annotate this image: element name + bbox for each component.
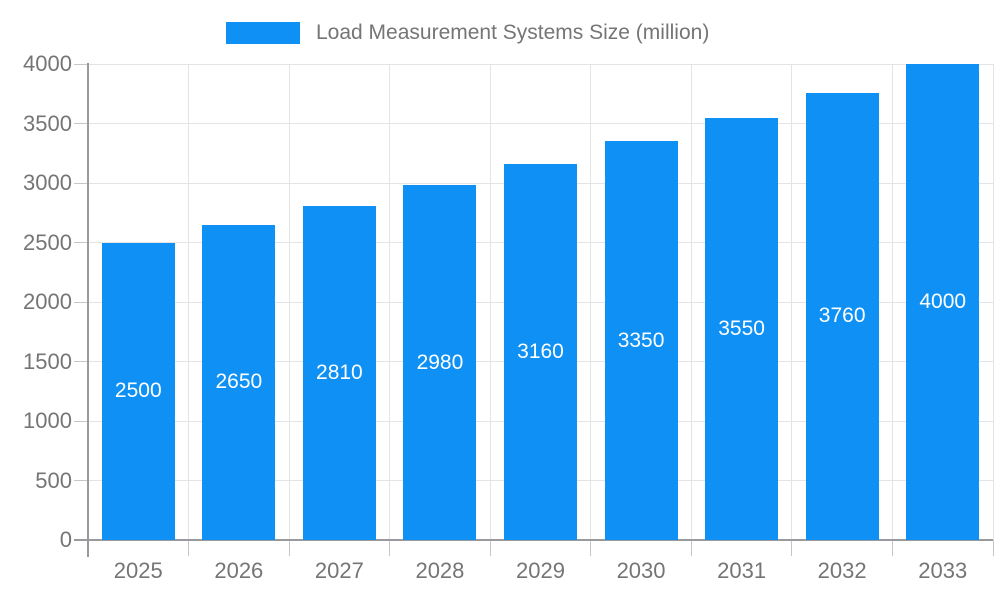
y-tick-label: 4000 — [23, 51, 72, 76]
x-tick-label: 2028 — [415, 558, 465, 583]
x-tick — [791, 540, 793, 556]
x-tick-label: 2030 — [616, 558, 666, 583]
grid-line-v — [389, 64, 391, 540]
bar[interactable] — [302, 205, 376, 540]
x-tick-label: 2026 — [214, 558, 264, 583]
y-tick — [74, 63, 88, 65]
grid-line-v — [791, 64, 793, 540]
grid-line-v — [188, 64, 190, 540]
bar[interactable] — [101, 242, 175, 540]
x-tick — [992, 540, 994, 556]
bar-value-label: 3760 — [818, 304, 866, 328]
grid-line-v — [288, 64, 290, 540]
bar[interactable] — [705, 117, 779, 540]
bar[interactable] — [504, 163, 577, 540]
bar[interactable] — [403, 185, 477, 540]
y-tick-label: 2500 — [23, 229, 72, 255]
x-tick — [188, 540, 190, 556]
y-tick — [74, 420, 88, 422]
y-tick-label: 500 — [35, 467, 72, 493]
bar-value-label: 2650 — [215, 370, 263, 394]
y-tick-label: 2000 — [23, 289, 72, 314]
y-tick — [74, 182, 88, 184]
x-tick — [690, 540, 692, 556]
x-tick — [389, 540, 391, 556]
y-tick-label: 1000 — [23, 408, 72, 433]
x-tick-label: 2025 — [113, 558, 163, 583]
bar-value-label: 2810 — [316, 360, 363, 384]
y-axis-line — [87, 63, 89, 557]
grid-line-v — [891, 64, 893, 540]
bar[interactable] — [906, 64, 980, 540]
y-tick-label: 3500 — [23, 110, 72, 136]
grid-line-v — [590, 64, 592, 540]
grid-line-v — [690, 64, 692, 540]
y-tick-label: 0 — [59, 527, 72, 552]
x-tick-label: 2031 — [717, 558, 767, 583]
y-tick — [74, 361, 88, 362]
bar-value-label: 4000 — [919, 290, 967, 313]
y-tick — [74, 301, 88, 303]
x-tick — [590, 540, 592, 556]
bar-value-label: 3550 — [718, 316, 765, 340]
bar-value-label: 3350 — [617, 328, 665, 352]
y-tick — [74, 123, 88, 124]
bar[interactable] — [805, 92, 879, 540]
y-tick-label: 3000 — [23, 170, 72, 195]
legend[interactable]: Load Measurement Systems Size (million) — [226, 21, 709, 45]
x-tick-label: 2033 — [918, 558, 968, 583]
bar[interactable] — [604, 141, 678, 540]
bar[interactable] — [202, 224, 276, 540]
grid-line-h — [88, 63, 993, 65]
x-tick-label: 2029 — [516, 558, 565, 583]
legend-label: Load Measurement Systems Size (million) — [316, 21, 710, 44]
legend-swatch — [226, 22, 300, 44]
x-axis-line — [74, 539, 993, 541]
grid-line-h — [88, 123, 993, 124]
bar-value-label: 2980 — [416, 350, 464, 374]
bar-value-label: 2500 — [114, 379, 162, 403]
y-tick — [74, 480, 88, 481]
x-tick — [288, 540, 290, 556]
bar-value-label: 3160 — [517, 339, 564, 363]
x-tick-label: 2027 — [314, 558, 364, 583]
x-tick — [891, 540, 893, 556]
y-tick — [74, 242, 88, 243]
grid-line-v — [489, 64, 491, 540]
grid-line-v — [992, 64, 994, 540]
y-tick-label: 1500 — [23, 348, 72, 374]
x-tick — [489, 540, 491, 556]
x-tick-label: 2032 — [817, 558, 867, 583]
